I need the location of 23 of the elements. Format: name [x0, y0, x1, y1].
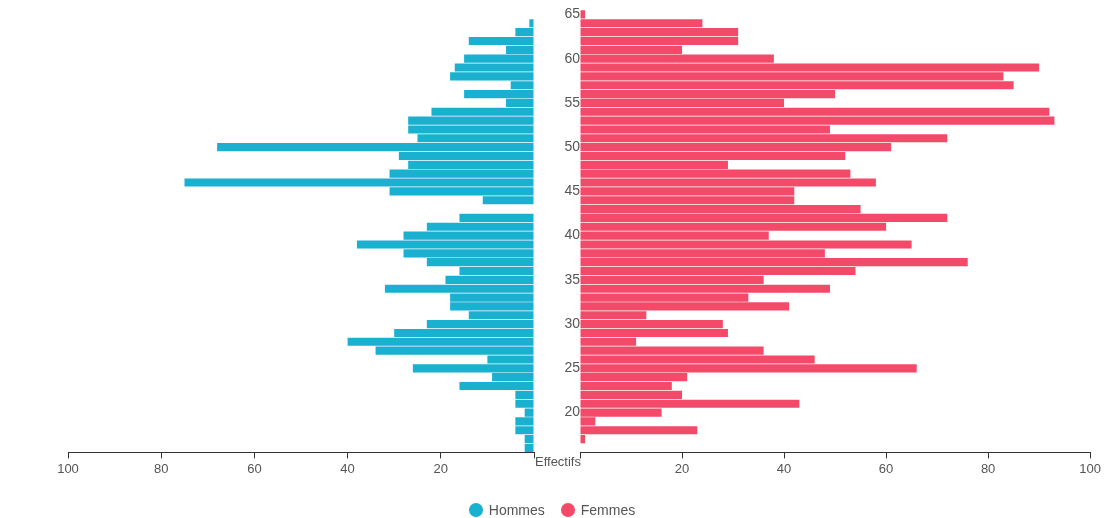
x-axis-title: Effectifs	[534, 454, 582, 469]
x-tick-label: 80	[980, 460, 996, 476]
legend-label: Hommes	[488, 502, 545, 518]
y-tick-label: 50	[564, 138, 581, 154]
y-tick-label: 45	[564, 182, 581, 199]
y-tick-label: 35	[564, 270, 581, 287]
y-tick-label: 60	[564, 49, 581, 66]
x-tick-label: 100	[57, 460, 79, 476]
legend-label: Femmes	[580, 502, 636, 518]
x-tick-label: 40	[340, 460, 355, 476]
y-tick-label: 55	[564, 93, 581, 110]
x-tick-label: 20	[433, 460, 449, 476]
x-tick-label: 100	[1079, 460, 1102, 476]
x-tick-label: 20	[674, 460, 690, 476]
y-tick-label: 65	[564, 5, 581, 22]
y-tick-label: 40	[564, 226, 581, 243]
y-tick-label: 20	[564, 403, 581, 420]
x-tick-label: 60	[247, 460, 262, 476]
x-tick-label: 60	[878, 460, 894, 476]
y-tick-label: 30	[564, 314, 581, 331]
x-tick-label: 40	[776, 460, 792, 476]
y-tick-label: 25	[564, 359, 581, 376]
x-tick-label: 80	[153, 460, 169, 476]
